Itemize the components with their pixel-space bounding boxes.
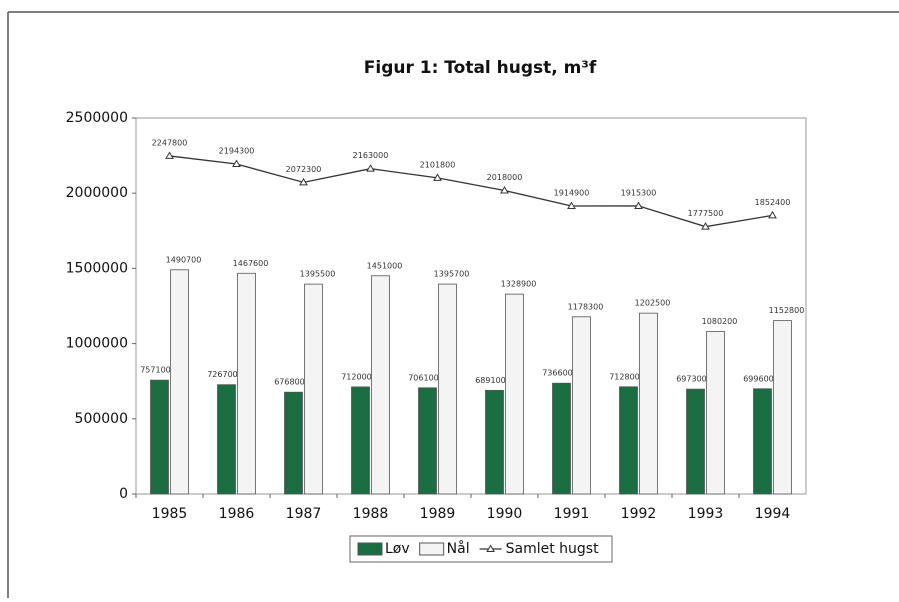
value-label: 1915300 [621,188,657,197]
legend-swatch [419,542,445,556]
x-tick-label: 1992 [621,506,657,522]
value-label: 2018000 [487,173,523,182]
value-label: 1451000 [367,261,403,270]
x-tick-label: 1988 [353,506,389,522]
value-label: 1467600 [233,259,269,268]
value-label: 2101800 [420,160,456,169]
value-label: 1202500 [635,299,671,308]
value-label: 726700 [207,370,238,379]
y-tick-label: 500000 [75,411,128,427]
bar [572,316,591,495]
line-marker [500,186,509,194]
legend-marker [486,544,495,552]
line-marker [567,201,576,209]
bar [706,331,725,495]
value-label: 706100 [408,373,439,382]
line-marker [768,210,777,219]
value-label: 2194300 [219,146,255,155]
bar [485,389,504,495]
bar [237,272,256,495]
value-label: 1395500 [300,270,336,279]
value-label: 697300 [676,375,707,384]
value-label: 1914900 [554,188,590,197]
bar [619,386,638,495]
bar [170,269,189,495]
value-label: 1178300 [568,302,604,311]
legend-swatch [357,542,383,556]
bar [150,379,169,495]
legend-label: Nål [447,540,470,557]
line-marker [634,201,643,209]
value-label: 1395700 [434,270,470,279]
value-label: 2247800 [152,138,188,147]
line-marker [366,164,375,172]
value-label: 2163000 [353,151,389,160]
bar [552,382,571,495]
line-marker [299,177,308,186]
value-label: 676800 [274,378,305,387]
y-tick-label: 2000000 [66,185,128,201]
value-label: 1080200 [702,317,738,326]
legend-label: Samlet hugst [506,541,599,557]
y-tick-label: 2500000 [66,110,128,126]
value-label: 699600 [743,374,774,383]
line-marker [433,173,442,181]
value-label: 712800 [609,372,640,381]
x-tick-label: 1993 [688,506,724,522]
value-label: 1152800 [769,306,805,315]
value-label: 1490700 [166,255,202,264]
bar [773,320,792,495]
value-label: 689100 [475,376,506,385]
x-tick-label: 1985 [152,506,188,522]
bar [686,388,705,495]
bar [753,388,772,495]
bar [371,275,390,495]
x-tick-label: 1987 [286,506,322,522]
x-tick-label: 1990 [487,506,523,522]
y-tick-label: 1500000 [66,260,128,276]
bar [304,283,323,495]
bar [351,386,370,495]
value-label: 1328900 [501,280,537,289]
line-marker [232,159,241,167]
x-tick-label: 1991 [554,506,590,522]
value-label: 2072300 [286,165,322,174]
plot-area [135,117,807,495]
value-label: 1777500 [688,209,724,218]
x-tick-label: 1989 [420,506,456,522]
bar [505,293,524,495]
line-marker [701,222,710,230]
bar [217,384,236,495]
legend-label: Løv [385,541,410,557]
value-label: 712000 [341,372,372,381]
x-tick-label: 1994 [755,506,791,522]
bar [418,387,437,495]
bar [284,391,303,495]
y-tick-label: 0 [119,486,128,502]
x-tick-label: 1986 [219,506,255,522]
line-marker [165,151,174,159]
line [169,155,773,228]
chart-title: Figur 1: Total hugst, m³f [364,58,597,78]
value-label: 757100 [140,366,171,375]
value-label: 1852400 [755,198,791,207]
value-label: 736600 [542,369,573,378]
bar [438,283,457,495]
bar [639,312,658,495]
y-tick-label: 1000000 [66,336,128,352]
